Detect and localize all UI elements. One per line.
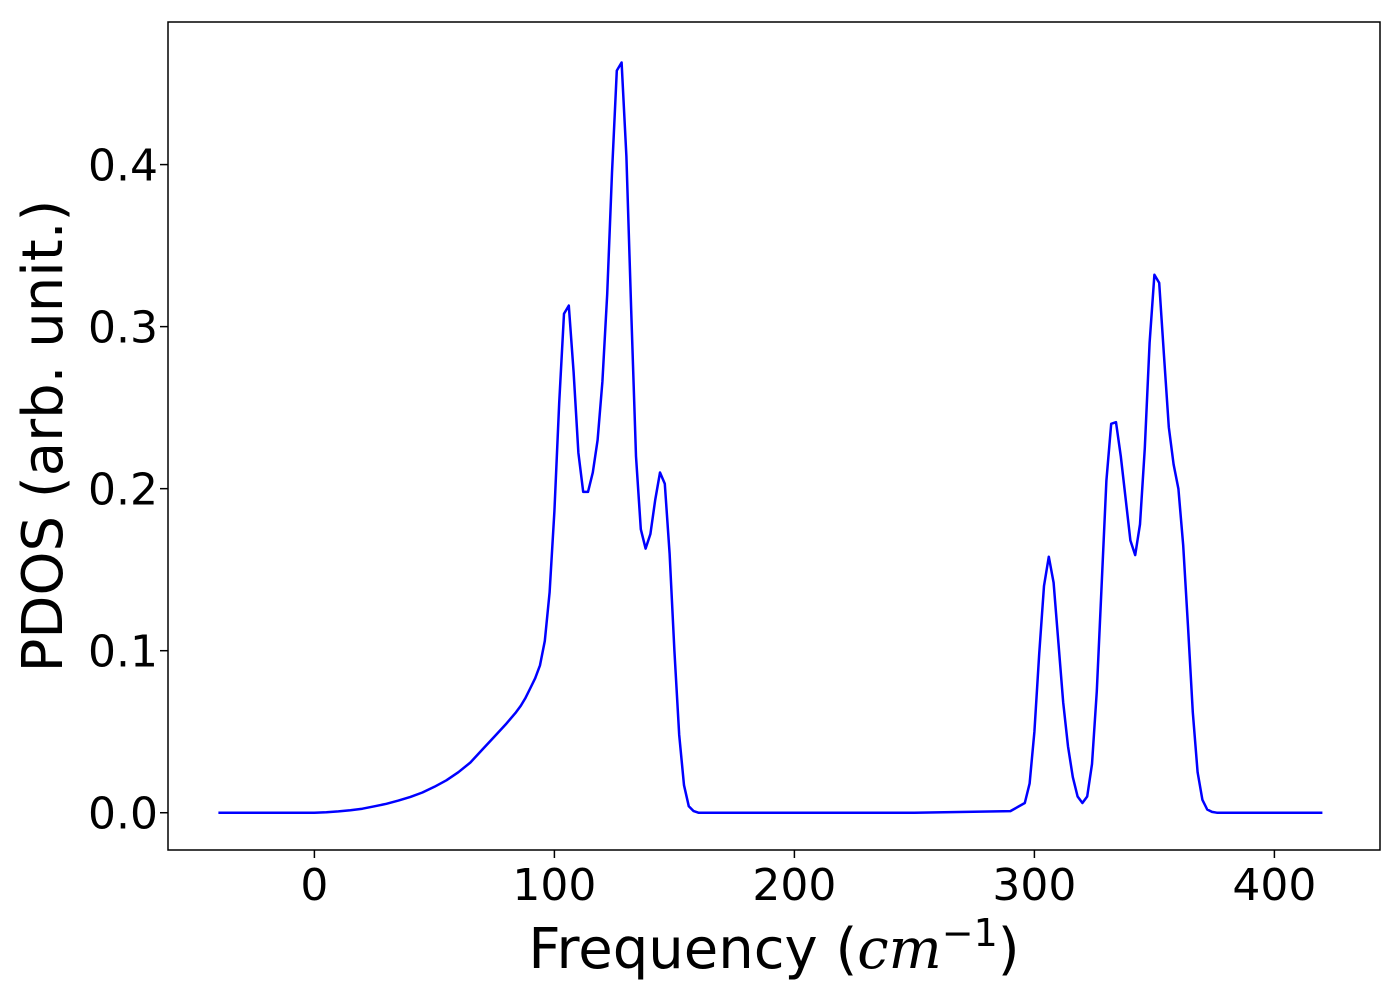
y-tick-label: 0.4 [88,141,158,192]
y-tick-label: 0.2 [88,465,158,516]
x-tick-label: 200 [752,860,836,911]
y-axis-title: PDOS (arb. unit.) [11,200,76,673]
y-axis: 0.0 0.1 0.2 0.3 0.4 [88,141,168,840]
y-tick-label: 0.1 [88,627,158,678]
series-layer [218,61,1323,814]
y-tick-label: 0.3 [88,303,158,354]
x-tick-label: 0 [300,860,328,911]
x-tick-label: 100 [512,860,596,911]
pdos-series-line [218,61,1323,814]
x-tick-label: 400 [1232,860,1316,911]
x-axis: 0 100 200 300 400 [300,850,1316,911]
y-tick-label: 0.0 [88,789,158,840]
x-tick-label: 300 [992,860,1076,911]
x-axis-title: Frequency (cm−1) [528,911,1019,982]
plot-frame [167,21,1381,851]
